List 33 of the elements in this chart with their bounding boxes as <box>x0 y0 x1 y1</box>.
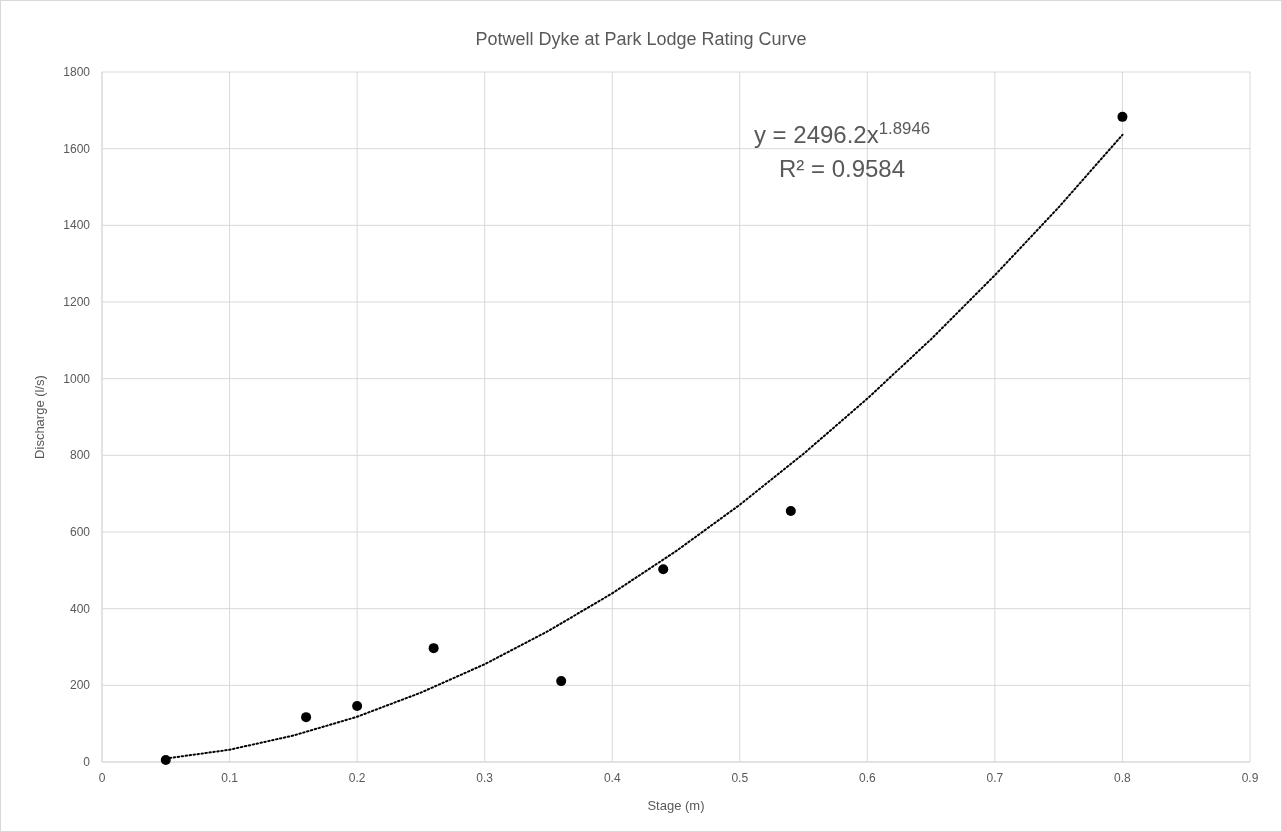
y-tick-label: 1200 <box>63 295 91 309</box>
point <box>352 701 363 712</box>
y-tick-label: 1000 <box>63 371 91 386</box>
point <box>160 755 171 766</box>
point <box>785 505 796 516</box>
y-tick-label: 1400 <box>63 218 91 233</box>
annotation: y = 2496.2x$^{1.8946}$ <box>753 118 931 148</box>
point <box>301 712 312 723</box>
y-tick-label: 1800 <box>63 65 91 79</box>
x-tick-label: 0.8 <box>1114 771 1132 785</box>
point <box>428 643 439 654</box>
y-tick-label: 200 <box>69 678 91 693</box>
x-tick-label: 0.7 <box>986 771 1004 785</box>
x-tick-label: 0.5 <box>731 771 749 785</box>
x-tick-label: 0 <box>98 771 106 785</box>
point <box>556 676 567 687</box>
x-tick-label: 0.1 <box>221 771 239 785</box>
y-axis-title: Discharge (l/s) <box>32 375 47 459</box>
x-tick-label: 0.3 <box>476 771 494 785</box>
y-tick-label: 0 <box>83 755 91 769</box>
x-tick-label: 0.9 <box>1241 771 1259 785</box>
x-axis-title: Stage (m) <box>647 798 705 813</box>
point <box>1117 111 1128 122</box>
x-tick-label: 0.6 <box>858 771 876 785</box>
chart-title: Potwell Dyke at Park Lodge Rating Curve <box>475 29 807 49</box>
x-tick-label: 0.4 <box>603 771 621 785</box>
y-tick-label: 1600 <box>63 141 91 156</box>
y-tick-label: 800 <box>69 448 91 463</box>
annotation: R² = 0.9584 <box>778 155 906 182</box>
y-tick-label: 400 <box>69 601 91 616</box>
point <box>658 564 669 575</box>
y-tick-label: 600 <box>69 525 91 539</box>
x-tick-label: 0.2 <box>348 771 366 785</box>
